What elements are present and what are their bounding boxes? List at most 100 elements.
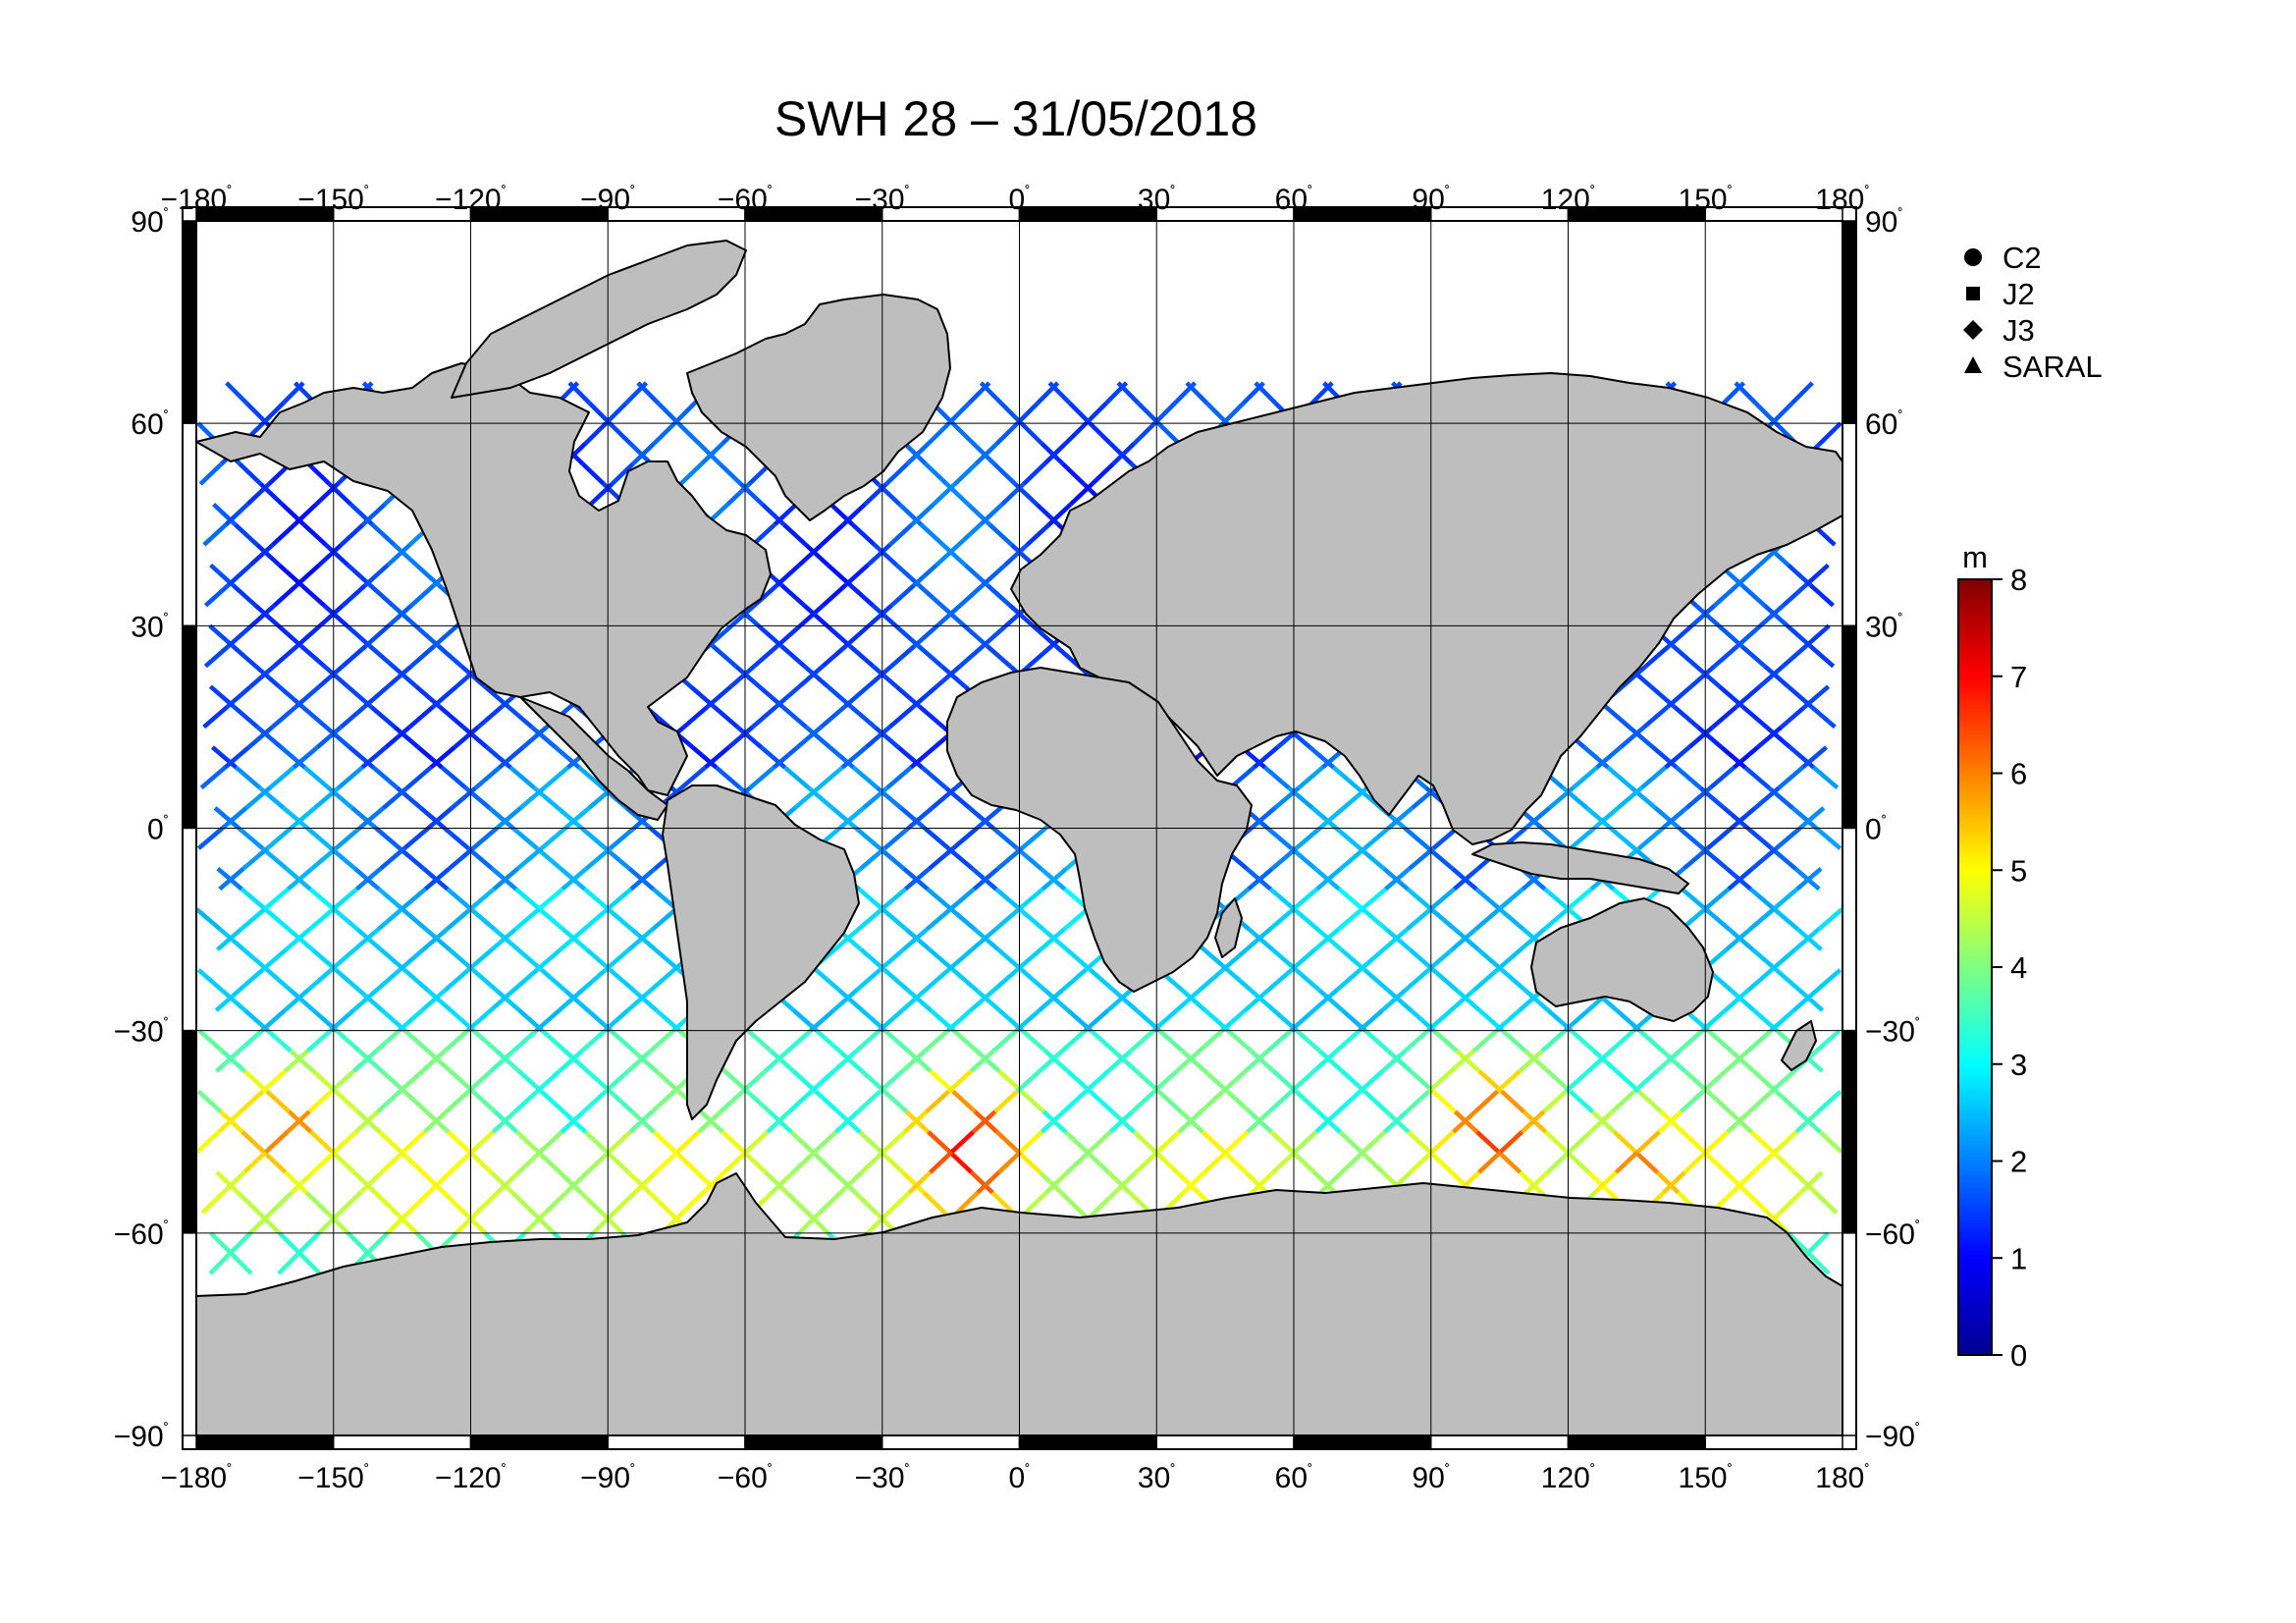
track-segment bbox=[1747, 1089, 1774, 1113]
track-segment bbox=[1054, 644, 1081, 669]
track-segment bbox=[953, 461, 978, 486]
track-segment bbox=[374, 826, 401, 850]
track-segment bbox=[814, 968, 841, 993]
track-segment bbox=[1292, 907, 1319, 932]
track-segment bbox=[932, 482, 957, 507]
track-segment bbox=[1089, 968, 1115, 993]
track-segment bbox=[1383, 1109, 1409, 1134]
track-segment bbox=[1201, 1130, 1226, 1155]
track-segment bbox=[1332, 765, 1360, 790]
track-segment bbox=[780, 705, 808, 730]
track-segment bbox=[1243, 988, 1270, 1012]
track-segment bbox=[1746, 968, 1774, 993]
colorbar-tick-label: 8 bbox=[2010, 563, 2027, 597]
track-segment bbox=[1180, 1049, 1207, 1073]
track-segment bbox=[394, 1211, 418, 1235]
track-segment bbox=[200, 1190, 225, 1215]
track-segment bbox=[361, 502, 387, 526]
track-segment bbox=[831, 1049, 859, 1073]
track-segment bbox=[1606, 765, 1633, 790]
track-segment bbox=[1653, 806, 1682, 831]
track-segment bbox=[1175, 1170, 1201, 1195]
track-segment bbox=[580, 968, 608, 993]
track-segment bbox=[202, 522, 228, 547]
track-segment bbox=[208, 1251, 232, 1275]
track-segment bbox=[928, 846, 955, 871]
track-segment bbox=[948, 1150, 974, 1174]
lon-tick-label: 0˚ bbox=[1008, 184, 1030, 216]
track-segment bbox=[707, 623, 733, 648]
track-segment bbox=[1250, 806, 1277, 831]
track-segment bbox=[1362, 826, 1390, 850]
track-segment bbox=[351, 1049, 378, 1073]
lat-tick-label: 60˚ bbox=[1865, 408, 1903, 441]
track-segment bbox=[1432, 1029, 1459, 1053]
track-segment bbox=[1770, 947, 1797, 972]
track-segment bbox=[1585, 806, 1613, 831]
lat-tick-label: −60˚ bbox=[114, 1218, 169, 1251]
track-segment bbox=[420, 988, 447, 1012]
track-segment bbox=[266, 1029, 293, 1053]
track-segment bbox=[880, 887, 907, 911]
track-segment bbox=[539, 1089, 565, 1113]
track-segment bbox=[856, 1089, 882, 1113]
track-segment bbox=[837, 806, 866, 831]
track-segment bbox=[968, 806, 995, 831]
track-segment bbox=[1567, 1130, 1592, 1155]
track-segment bbox=[1666, 684, 1693, 709]
track-segment bbox=[952, 1029, 979, 1053]
track-segment bbox=[1758, 664, 1785, 688]
track-segment bbox=[208, 623, 235, 648]
circle-marker-icon bbox=[1964, 248, 1982, 266]
track-segment bbox=[445, 907, 472, 932]
track-segment bbox=[976, 1170, 1001, 1195]
track-segment bbox=[1062, 907, 1090, 932]
track-segment bbox=[260, 1008, 287, 1033]
track-segment bbox=[967, 381, 991, 406]
track-segment bbox=[471, 826, 499, 850]
track-segment bbox=[866, 543, 892, 568]
track-segment bbox=[955, 1190, 980, 1215]
track-segment bbox=[240, 1130, 266, 1155]
track-segment bbox=[474, 765, 502, 790]
track-segment bbox=[380, 1150, 405, 1174]
track-segment bbox=[682, 705, 710, 730]
track-segment bbox=[1024, 1190, 1048, 1215]
track-segment bbox=[986, 644, 1012, 669]
track-segment bbox=[787, 1089, 814, 1113]
lat-tick-label: 0˚ bbox=[147, 814, 169, 846]
track-segment bbox=[1787, 1231, 1811, 1256]
track-segment bbox=[851, 522, 877, 547]
track-segment bbox=[1226, 1029, 1253, 1053]
track-segment bbox=[906, 806, 934, 831]
track-segment bbox=[1774, 1089, 1800, 1113]
track-segment bbox=[1611, 1089, 1636, 1113]
track-segment bbox=[1177, 1109, 1203, 1134]
track-segment bbox=[295, 623, 322, 648]
track-segment bbox=[1684, 785, 1712, 810]
track-segment bbox=[365, 1231, 390, 1256]
frame-bar-left bbox=[182, 422, 197, 627]
track-segment bbox=[1270, 846, 1298, 871]
track-segment bbox=[1199, 1089, 1225, 1113]
track-segment bbox=[607, 1130, 632, 1155]
track-segment bbox=[1775, 968, 1801, 993]
track-segment bbox=[405, 765, 433, 790]
track-segment bbox=[1271, 1069, 1298, 1094]
track-segment bbox=[297, 1251, 322, 1275]
track-segment bbox=[981, 563, 1007, 587]
track-segment bbox=[240, 887, 267, 911]
track-segment bbox=[300, 705, 328, 730]
track-segment bbox=[925, 907, 952, 932]
track-segment bbox=[1294, 1089, 1320, 1113]
track-segment bbox=[1547, 785, 1575, 810]
track-segment bbox=[584, 846, 613, 871]
track-segment bbox=[725, 482, 751, 507]
track-segment bbox=[1084, 1069, 1110, 1094]
track-segment bbox=[306, 968, 333, 993]
track-segment bbox=[1156, 1089, 1183, 1113]
track-segment bbox=[1748, 907, 1776, 932]
track-segment bbox=[326, 1211, 350, 1235]
track-segment bbox=[727, 725, 755, 749]
track-segment bbox=[535, 1069, 561, 1094]
